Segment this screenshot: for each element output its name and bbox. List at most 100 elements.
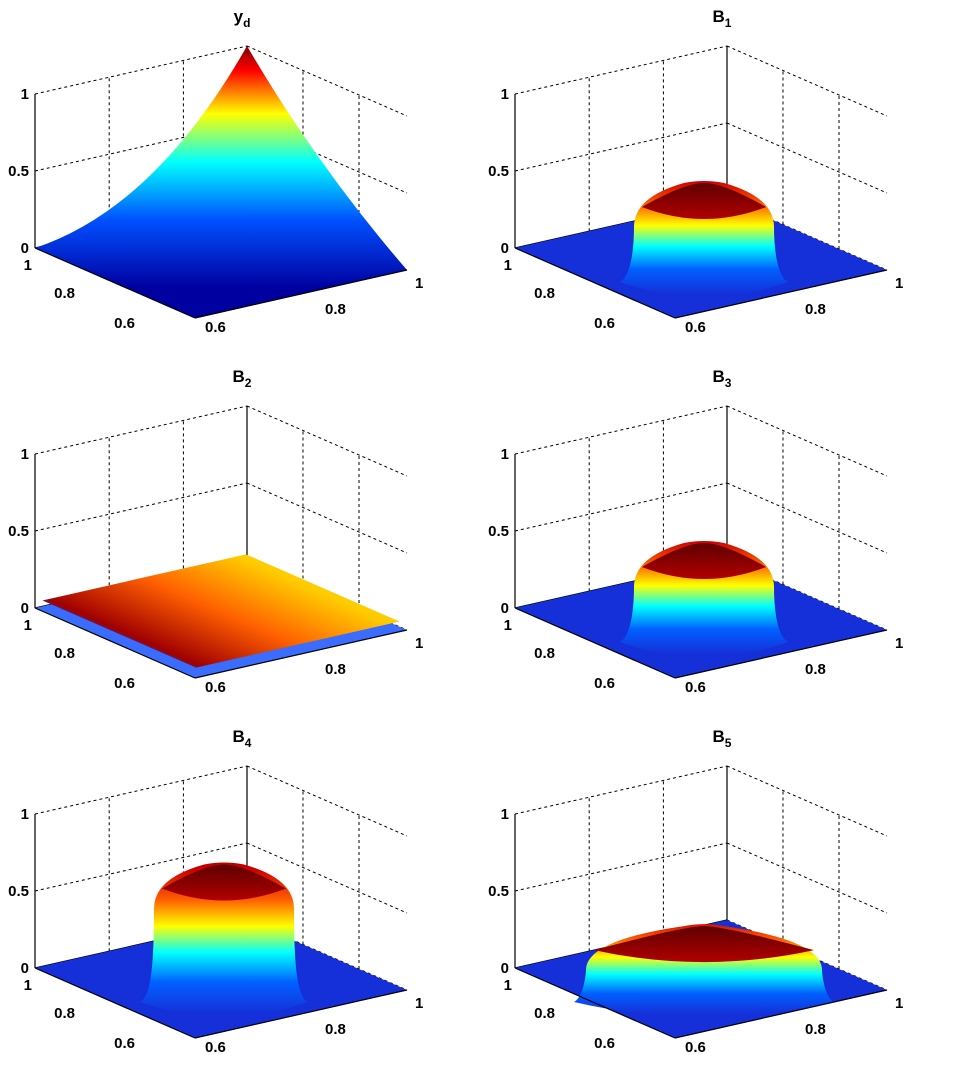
z-tick-label: 1 [501, 446, 509, 463]
panel-title: B5 [713, 727, 732, 750]
y-axis-line [514, 247, 676, 319]
x-tick-label: 1 [895, 635, 903, 652]
left-wall-gridline [34, 765, 248, 815]
x-tick-label: 1 [415, 635, 423, 652]
left-wall-gridline [34, 405, 248, 455]
z-tick-label: 0 [501, 600, 509, 617]
y-tick-label: 0.6 [114, 315, 135, 332]
right-wall-gridline [246, 765, 408, 837]
x-tick-label: 1 [895, 275, 903, 292]
x-tick-label: 0.8 [325, 301, 346, 318]
left-wall-gridline [514, 765, 728, 815]
z-tick-label: 0 [21, 960, 29, 977]
z-tick-label: 0.5 [8, 523, 29, 540]
z-tick-label: 0.5 [8, 163, 29, 180]
y-tick-label: 1 [504, 617, 512, 634]
z-tick-label: 1 [501, 806, 509, 823]
left-wall-gridline [514, 842, 728, 892]
right-wall-gridline [246, 45, 408, 117]
z-tick-label: 0.5 [488, 523, 509, 540]
z-tick-label: 0 [501, 960, 509, 977]
right-wall-gridline [726, 559, 888, 631]
panel-title: B4 [233, 727, 252, 750]
surface-cap [642, 183, 766, 219]
y-axis-line [34, 247, 196, 319]
y-tick-label: 0.8 [534, 1005, 555, 1022]
right-wall-gridline [246, 842, 408, 914]
y-tick-label: 0.8 [54, 285, 75, 302]
x-tick-label: 1 [895, 995, 903, 1012]
y-tick-label: 0.6 [594, 675, 615, 692]
panel-title: B1 [713, 7, 732, 30]
x-axis-line [674, 629, 888, 679]
z-tick-label: 1 [501, 86, 509, 103]
surface-panel: 0 0.5 1 0.6 0.8 1 0.6 0.8 1 B2 [8, 367, 423, 696]
z-tick-label: 0 [21, 240, 29, 257]
surface-cap [642, 543, 766, 579]
x-tick-label: 1 [415, 275, 423, 292]
y-tick-label: 1 [24, 977, 32, 994]
y-tick-label: 0.6 [594, 1035, 615, 1052]
y-axis-line [514, 607, 676, 679]
panel-title: yd [234, 7, 251, 30]
right-wall-gridline [726, 919, 888, 991]
z-tick-label: 0 [21, 600, 29, 617]
left-wall-gridline [514, 405, 728, 455]
z-tick-label: 0.5 [8, 883, 29, 900]
y-tick-label: 0.8 [54, 645, 75, 662]
y-axis-line [34, 967, 196, 1039]
x-tick-label: 0.8 [325, 661, 346, 678]
right-wall-gridline [726, 482, 888, 554]
z-tick-label: 0.5 [488, 883, 509, 900]
surface-panel: 0 0.5 1 0.6 0.8 1 0.6 0.8 1 B5 [488, 727, 903, 1056]
right-wall-gridline [246, 482, 408, 554]
surface-mesh [140, 862, 308, 1017]
z-tick-label: 0 [501, 240, 509, 257]
y-tick-label: 0.8 [54, 1005, 75, 1022]
surface-panel: 0 0.5 1 0.6 0.8 1 0.6 0.8 1 B4 [8, 727, 423, 1056]
right-wall-gridline [726, 122, 888, 194]
x-tick-label: 0.6 [685, 319, 706, 336]
right-wall-gridline [726, 405, 888, 477]
x-tick-label: 0.8 [805, 661, 826, 678]
y-axis-line [514, 967, 676, 1039]
surface-cap [162, 864, 286, 901]
z-tick-label: 1 [21, 86, 29, 103]
x-tick-label: 0.6 [685, 679, 706, 696]
z-tick-label: 0.5 [488, 163, 509, 180]
right-wall-gridline [726, 45, 888, 117]
x-tick-label: 0.8 [805, 301, 826, 318]
panel-title: B3 [713, 367, 732, 390]
x-axis-line [194, 269, 408, 319]
z-tick-label: 1 [21, 446, 29, 463]
x-tick-label: 0.6 [205, 679, 226, 696]
y-axis-line [34, 607, 196, 679]
x-tick-label: 0.8 [805, 1021, 826, 1038]
left-wall-gridline [514, 122, 728, 172]
left-wall-gridline [514, 45, 728, 95]
y-tick-label: 1 [504, 977, 512, 994]
x-tick-label: 1 [415, 995, 423, 1012]
surface-cap [594, 926, 814, 963]
surface-panel: 0 0.5 1 0.6 0.8 1 0.6 0.8 1 B1 [488, 7, 903, 336]
x-axis-line [194, 989, 408, 1039]
x-tick-label: 0.8 [325, 1021, 346, 1038]
x-tick-label: 0.6 [205, 1039, 226, 1056]
left-wall-gridline [514, 482, 728, 532]
x-tick-label: 0.6 [205, 319, 226, 336]
right-wall-gridline [726, 765, 888, 837]
right-wall-gridline [246, 919, 408, 991]
x-tick-label: 0.6 [685, 1039, 706, 1056]
panel-title: B2 [233, 367, 252, 390]
x-axis-line [674, 989, 888, 1039]
y-tick-label: 0.6 [114, 675, 135, 692]
left-wall-gridline [34, 482, 248, 532]
y-tick-label: 0.8 [534, 285, 555, 302]
y-tick-label: 1 [24, 257, 32, 274]
right-wall-gridline [246, 122, 408, 194]
left-wall-gridline [34, 842, 248, 892]
y-tick-label: 0.6 [114, 1035, 135, 1052]
surface-panel: 0 0.5 1 0.6 0.8 1 0.6 0.8 1 yd [8, 7, 423, 336]
x-axis-line [674, 269, 888, 319]
